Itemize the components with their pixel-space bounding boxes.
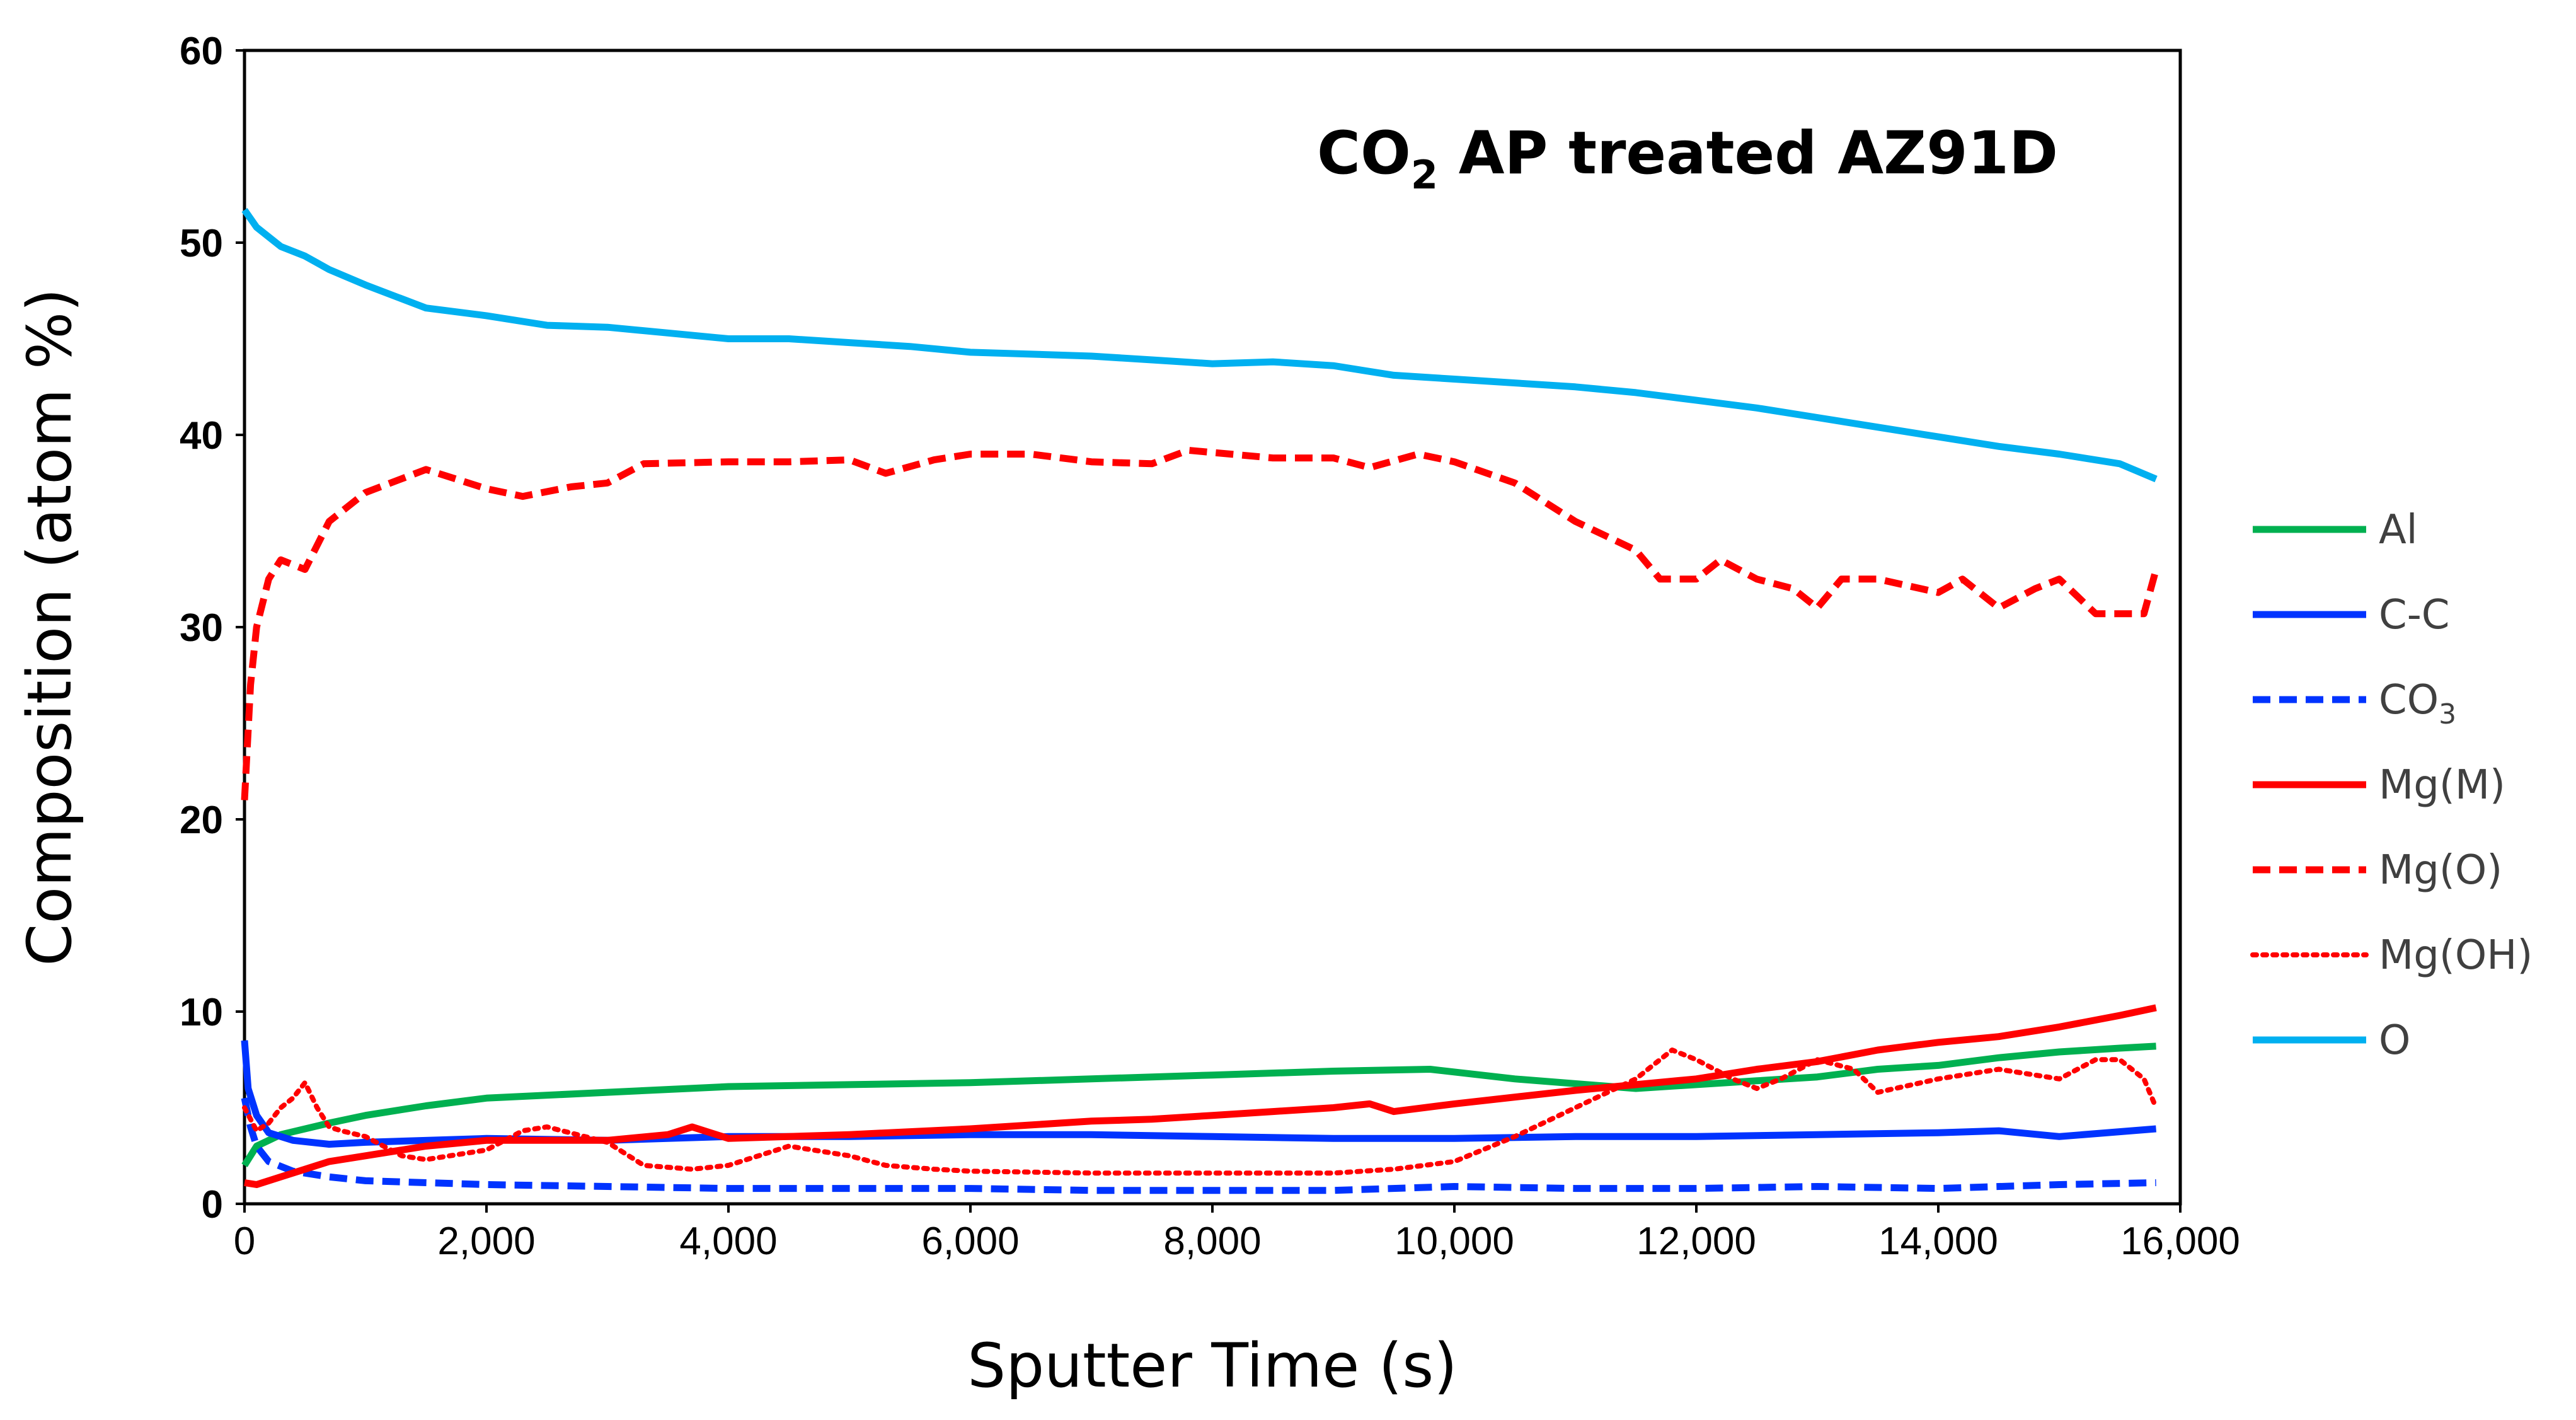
series-line-mg-oh [242,1048,2159,1176]
series-line-al [241,1042,2156,1167]
chart-title-subscript: 2 [1411,152,1438,198]
chart-title-main: CO [1317,119,1411,188]
y-axis-title: Composition (atom %) [14,288,85,966]
x-axis: 0 2,000 4,000 6,000 8,000 10,000 12,000 14,000 1… [234,1204,2240,1263]
y-tick-label: 50 [180,222,223,265]
x-tick-label: 14,000 [1878,1220,1998,1263]
series-line-c-c [241,1040,2157,1148]
y-tick-label: 20 [180,799,223,842]
legend-label-mg-m: Mg(M) [2379,762,2505,809]
series-line-mg-m [244,1004,2157,1188]
y-tick-label: 60 [180,30,223,73]
chart-title-rest: AP treated AZ91D [1438,119,2058,188]
x-tick-label: 8,000 [1163,1220,1261,1263]
y-tick-label: 40 [180,414,223,458]
y-axis: 0 10 20 30 40 50 60 [180,30,244,1227]
x-tick-label: 2,000 [437,1220,535,1263]
chart-title: CO2 AP treated AZ91D [1317,119,2058,198]
legend-label-co3: CO3 [2379,677,2456,730]
series-line-mg-o [241,446,2159,800]
x-tick-label: 12,000 [1636,1220,1756,1263]
y-tick-label: 30 [180,606,223,650]
x-tick-label: 0 [234,1220,255,1263]
x-tick-label: 16,000 [2120,1220,2240,1263]
x-tick-label: 10,000 [1394,1220,1514,1263]
legend-label-al: Al [2379,507,2418,553]
x-tick-label: 6,000 [921,1220,1019,1263]
legend-label-mg-o: Mg(O) [2379,847,2502,894]
series-line-co3 [241,1097,2156,1194]
legend: Al C-C CO3 Mg(M) Mg(O) Mg(OH) O [2250,507,2533,1064]
y-tick-label: 0 [202,1183,223,1227]
x-axis-title: Sputter Time (s) [967,1331,1457,1401]
x-tick-label: 4,000 [679,1220,777,1263]
legend-label-mg-oh: Mg(OH) [2379,932,2533,979]
legend-label-o: O [2379,1017,2410,1064]
series-layer [241,207,2159,1194]
series-line-o [241,207,2158,483]
y-tick-label: 10 [180,991,223,1034]
legend-label-c-c: C-C [2379,592,2449,638]
